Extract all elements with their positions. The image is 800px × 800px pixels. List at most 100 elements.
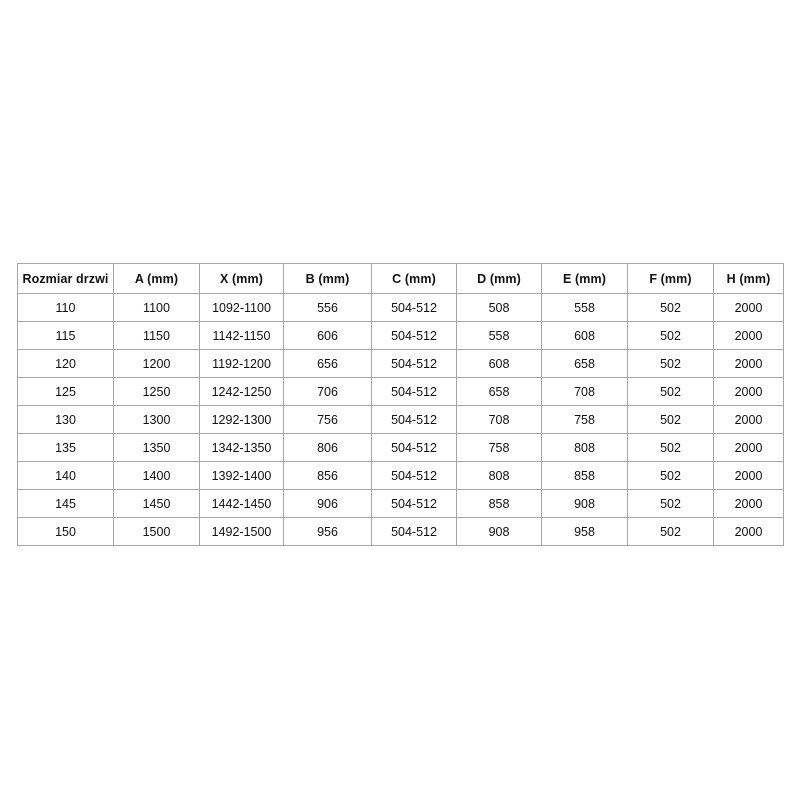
- cell-f: 502: [627, 405, 714, 434]
- spec-table-container: Rozmiar drzwi A (mm) X (mm) B (mm) C (mm…: [17, 263, 784, 546]
- table-row: 120 1200 1192-1200 656 504-512 608 658 502 2000: [17, 349, 784, 378]
- cell-b: 906: [283, 489, 372, 518]
- cell-d: 708: [456, 405, 542, 434]
- cell-b: 706: [283, 377, 372, 406]
- cell-h: 2000: [713, 377, 784, 406]
- cell-b: 806: [283, 433, 372, 462]
- cell-h: 2000: [713, 461, 784, 490]
- cell-a: 1500: [113, 517, 200, 546]
- cell-a: 1150: [113, 321, 200, 350]
- cell-d: 808: [456, 461, 542, 490]
- cell-e: 808: [541, 433, 628, 462]
- cell-x: 1292-1300: [199, 405, 284, 434]
- cell-rozmiar-drzwi: 125: [17, 377, 114, 406]
- cell-x: 1492-1500: [199, 517, 284, 546]
- cell-f: 502: [627, 489, 714, 518]
- cell-rozmiar-drzwi: 120: [17, 349, 114, 378]
- cell-a: 1200: [113, 349, 200, 378]
- cell-c: 504-512: [371, 349, 457, 378]
- column-header-rozmiar-drzwi: Rozmiar drzwi: [17, 263, 114, 294]
- cell-e: 558: [541, 293, 628, 322]
- table-header: Rozmiar drzwi A (mm) X (mm) B (mm) C (mm…: [17, 263, 784, 294]
- cell-x: 1342-1350: [199, 433, 284, 462]
- table-row: 150 1500 1492-1500 956 504-512 908 958 502 2000: [17, 517, 784, 546]
- cell-h: 2000: [713, 321, 784, 350]
- cell-e: 858: [541, 461, 628, 490]
- table-row: 135 1350 1342-1350 806 504-512 758 808 502 2000: [17, 433, 784, 462]
- cell-x: 1192-1200: [199, 349, 284, 378]
- column-header-a: A (mm): [113, 263, 200, 294]
- cell-h: 2000: [713, 433, 784, 462]
- cell-b: 606: [283, 321, 372, 350]
- cell-d: 608: [456, 349, 542, 378]
- cell-x: 1442-1450: [199, 489, 284, 518]
- cell-e: 958: [541, 517, 628, 546]
- cell-f: 502: [627, 349, 714, 378]
- cell-c: 504-512: [371, 293, 457, 322]
- cell-h: 2000: [713, 349, 784, 378]
- cell-e: 608: [541, 321, 628, 350]
- table-header-row: Rozmiar drzwi A (mm) X (mm) B (mm) C (mm…: [17, 263, 784, 294]
- cell-c: 504-512: [371, 377, 457, 406]
- cell-b: 856: [283, 461, 372, 490]
- cell-a: 1400: [113, 461, 200, 490]
- table-row: 130 1300 1292-1300 756 504-512 708 758 502 2000: [17, 405, 784, 434]
- cell-h: 2000: [713, 517, 784, 546]
- cell-b: 556: [283, 293, 372, 322]
- cell-e: 708: [541, 377, 628, 406]
- column-header-f: F (mm): [627, 263, 714, 294]
- cell-b: 756: [283, 405, 372, 434]
- cell-b: 656: [283, 349, 372, 378]
- cell-f: 502: [627, 433, 714, 462]
- cell-e: 908: [541, 489, 628, 518]
- cell-f: 502: [627, 321, 714, 350]
- cell-rozmiar-drzwi: 150: [17, 517, 114, 546]
- cell-c: 504-512: [371, 405, 457, 434]
- column-header-d: D (mm): [456, 263, 542, 294]
- cell-x: 1092-1100: [199, 293, 284, 322]
- cell-f: 502: [627, 517, 714, 546]
- cell-a: 1250: [113, 377, 200, 406]
- cell-rozmiar-drzwi: 110: [17, 293, 114, 322]
- table-body: 110 1100 1092-1100 556 504-512 508 558 502 2000 1…: [17, 293, 784, 546]
- column-header-b: B (mm): [283, 263, 372, 294]
- cell-h: 2000: [713, 489, 784, 518]
- cell-f: 502: [627, 293, 714, 322]
- cell-d: 908: [456, 517, 542, 546]
- cell-d: 858: [456, 489, 542, 518]
- cell-c: 504-512: [371, 321, 457, 350]
- cell-c: 504-512: [371, 517, 457, 546]
- cell-f: 502: [627, 377, 714, 406]
- cell-rozmiar-drzwi: 145: [17, 489, 114, 518]
- cell-x: 1392-1400: [199, 461, 284, 490]
- cell-a: 1300: [113, 405, 200, 434]
- cell-c: 504-512: [371, 433, 457, 462]
- cell-rozmiar-drzwi: 130: [17, 405, 114, 434]
- table-row: 125 1250 1242-1250 706 504-512 658 708 502 2000: [17, 377, 784, 406]
- cell-h: 2000: [713, 293, 784, 322]
- cell-rozmiar-drzwi: 135: [17, 433, 114, 462]
- cell-x: 1242-1250: [199, 377, 284, 406]
- table-row: 110 1100 1092-1100 556 504-512 508 558 502 2000: [17, 293, 784, 322]
- cell-e: 758: [541, 405, 628, 434]
- cell-d: 658: [456, 377, 542, 406]
- cell-x: 1142-1150: [199, 321, 284, 350]
- cell-a: 1350: [113, 433, 200, 462]
- table-row: 115 1150 1142-1150 606 504-512 558 608 502 2000: [17, 321, 784, 350]
- cell-d: 558: [456, 321, 542, 350]
- column-header-x: X (mm): [199, 263, 284, 294]
- table-row: 145 1450 1442-1450 906 504-512 858 908 502 2000: [17, 489, 784, 518]
- cell-d: 508: [456, 293, 542, 322]
- table-row: 140 1400 1392-1400 856 504-512 808 858 502 2000: [17, 461, 784, 490]
- column-header-c: C (mm): [371, 263, 457, 294]
- cell-rozmiar-drzwi: 115: [17, 321, 114, 350]
- cell-h: 2000: [713, 405, 784, 434]
- cell-a: 1450: [113, 489, 200, 518]
- cell-d: 758: [456, 433, 542, 462]
- column-header-e: E (mm): [541, 263, 628, 294]
- cell-b: 956: [283, 517, 372, 546]
- cell-rozmiar-drzwi: 140: [17, 461, 114, 490]
- shower-door-dimensions-table: Rozmiar drzwi A (mm) X (mm) B (mm) C (mm…: [17, 263, 784, 546]
- column-header-h: H (mm): [713, 263, 784, 294]
- cell-a: 1100: [113, 293, 200, 322]
